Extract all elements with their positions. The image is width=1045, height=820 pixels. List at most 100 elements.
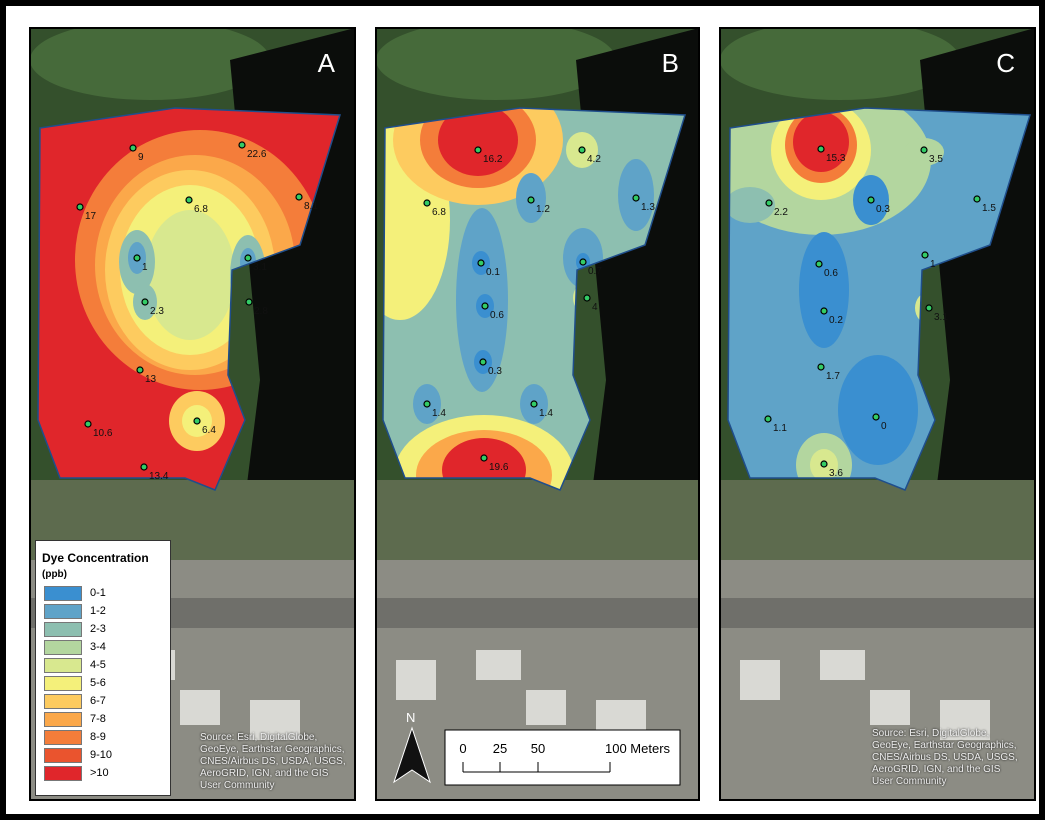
sample-point (475, 147, 481, 153)
legend-swatch (44, 622, 82, 637)
point-label: 3.6 (829, 468, 843, 479)
contour (799, 232, 849, 348)
sample-point (868, 197, 874, 203)
legend-row: 0-1 (44, 584, 170, 602)
sample-point (134, 255, 140, 261)
point-label: 13 (145, 374, 157, 385)
point-label: 2.2 (774, 207, 788, 218)
point-label: 1.1 (773, 423, 787, 434)
legend-label: 0-1 (90, 587, 106, 599)
point-label: 19.6 (489, 462, 509, 473)
sample-point (974, 196, 980, 202)
legend-row: 9-10 (44, 746, 170, 764)
point-label: 0.2 (829, 315, 843, 326)
legend-swatch (44, 766, 82, 781)
road (720, 598, 1035, 628)
point-label: 6.8 (432, 207, 446, 218)
sample-point (130, 145, 136, 151)
point-label: 1.7 (826, 371, 840, 382)
legend: Dye Concentration (ppb) 0-11-22-33-44-55… (35, 540, 171, 796)
legend-label: 8-9 (90, 731, 106, 743)
sample-point (818, 146, 824, 152)
point-label: 9 (138, 152, 144, 163)
point-label: 0.6 (824, 268, 838, 279)
building (870, 690, 910, 725)
sample-point (424, 200, 430, 206)
building (740, 660, 780, 700)
panel-label: B (662, 48, 679, 78)
sample-point (580, 259, 586, 265)
point-label: 3.5 (929, 154, 943, 165)
source-text: Source: Esri, DigitalGlobe, GeoEye, Eart… (200, 732, 350, 792)
legend-row: 6-7 (44, 692, 170, 710)
point-label: 3.1 (934, 312, 948, 323)
scale-label: 25 (493, 741, 507, 756)
point-label: 15.3 (826, 153, 846, 164)
legend-swatch (44, 730, 82, 745)
sample-point (137, 367, 143, 373)
scale-label: 0 (459, 741, 466, 756)
legend-swatch (44, 586, 82, 601)
legend-label: 2-3 (90, 623, 106, 635)
building (180, 690, 220, 725)
point-label: 4.2 (587, 154, 601, 165)
legend-swatch (44, 640, 82, 655)
sample-point (245, 255, 251, 261)
sample-point (478, 260, 484, 266)
legend-unit: (ppb) (42, 569, 170, 580)
legend-label: 3-4 (90, 641, 106, 653)
point-label: 1.2 (536, 204, 550, 215)
scale-box (445, 730, 680, 785)
building (396, 660, 436, 700)
legend-row: >10 (44, 764, 170, 782)
point-label: 0.3 (876, 204, 890, 215)
sample-point (481, 455, 487, 461)
point-label: 0.7 (588, 266, 602, 277)
legend-row: 7-8 (44, 710, 170, 728)
point-label: 1 (930, 259, 936, 270)
point-label: 16.2 (483, 154, 503, 165)
north-label: N (406, 710, 415, 725)
sample-point (821, 308, 827, 314)
point-label: 4 (592, 302, 598, 313)
legend-row: 4-5 (44, 656, 170, 674)
sample-point (528, 197, 534, 203)
scale-label: 100 Meters (605, 741, 671, 756)
legend-swatch (44, 676, 82, 691)
point-label: 0.3 (488, 366, 502, 377)
legend-label: 6-7 (90, 695, 106, 707)
legend-swatch (44, 658, 82, 673)
sample-point (194, 418, 200, 424)
road (376, 598, 699, 628)
contour (838, 355, 918, 465)
point-label: 8.1 (304, 201, 318, 212)
legend-row: 2-3 (44, 620, 170, 638)
legend-label: 9-10 (90, 749, 112, 761)
legend-swatch (44, 712, 82, 727)
legend-row: 3-4 (44, 638, 170, 656)
sample-point (816, 261, 822, 267)
sample-point (424, 401, 430, 407)
point-label: 6.4 (202, 425, 216, 436)
legend-label: >10 (90, 767, 109, 779)
legend-label: 1-2 (90, 605, 106, 617)
point-label: 0.1 (486, 267, 500, 278)
point-label: 0 (881, 421, 887, 432)
sample-point (873, 414, 879, 420)
sample-point (246, 299, 252, 305)
panel-label: A (318, 48, 336, 78)
sample-point (77, 204, 83, 210)
sample-point (480, 359, 486, 365)
point-label: 22.6 (247, 149, 267, 160)
sample-point (584, 295, 590, 301)
legend-swatch (44, 604, 82, 619)
point-label: 1.3 (641, 202, 655, 213)
shore (376, 480, 699, 560)
sample-point (921, 147, 927, 153)
scale-label: 50 (531, 741, 545, 756)
panel-label: C (996, 48, 1015, 78)
legend-label: 5-6 (90, 677, 106, 689)
figure: A922.6176.88.113.12.32.8136.410.613.4B16… (0, 0, 1045, 820)
